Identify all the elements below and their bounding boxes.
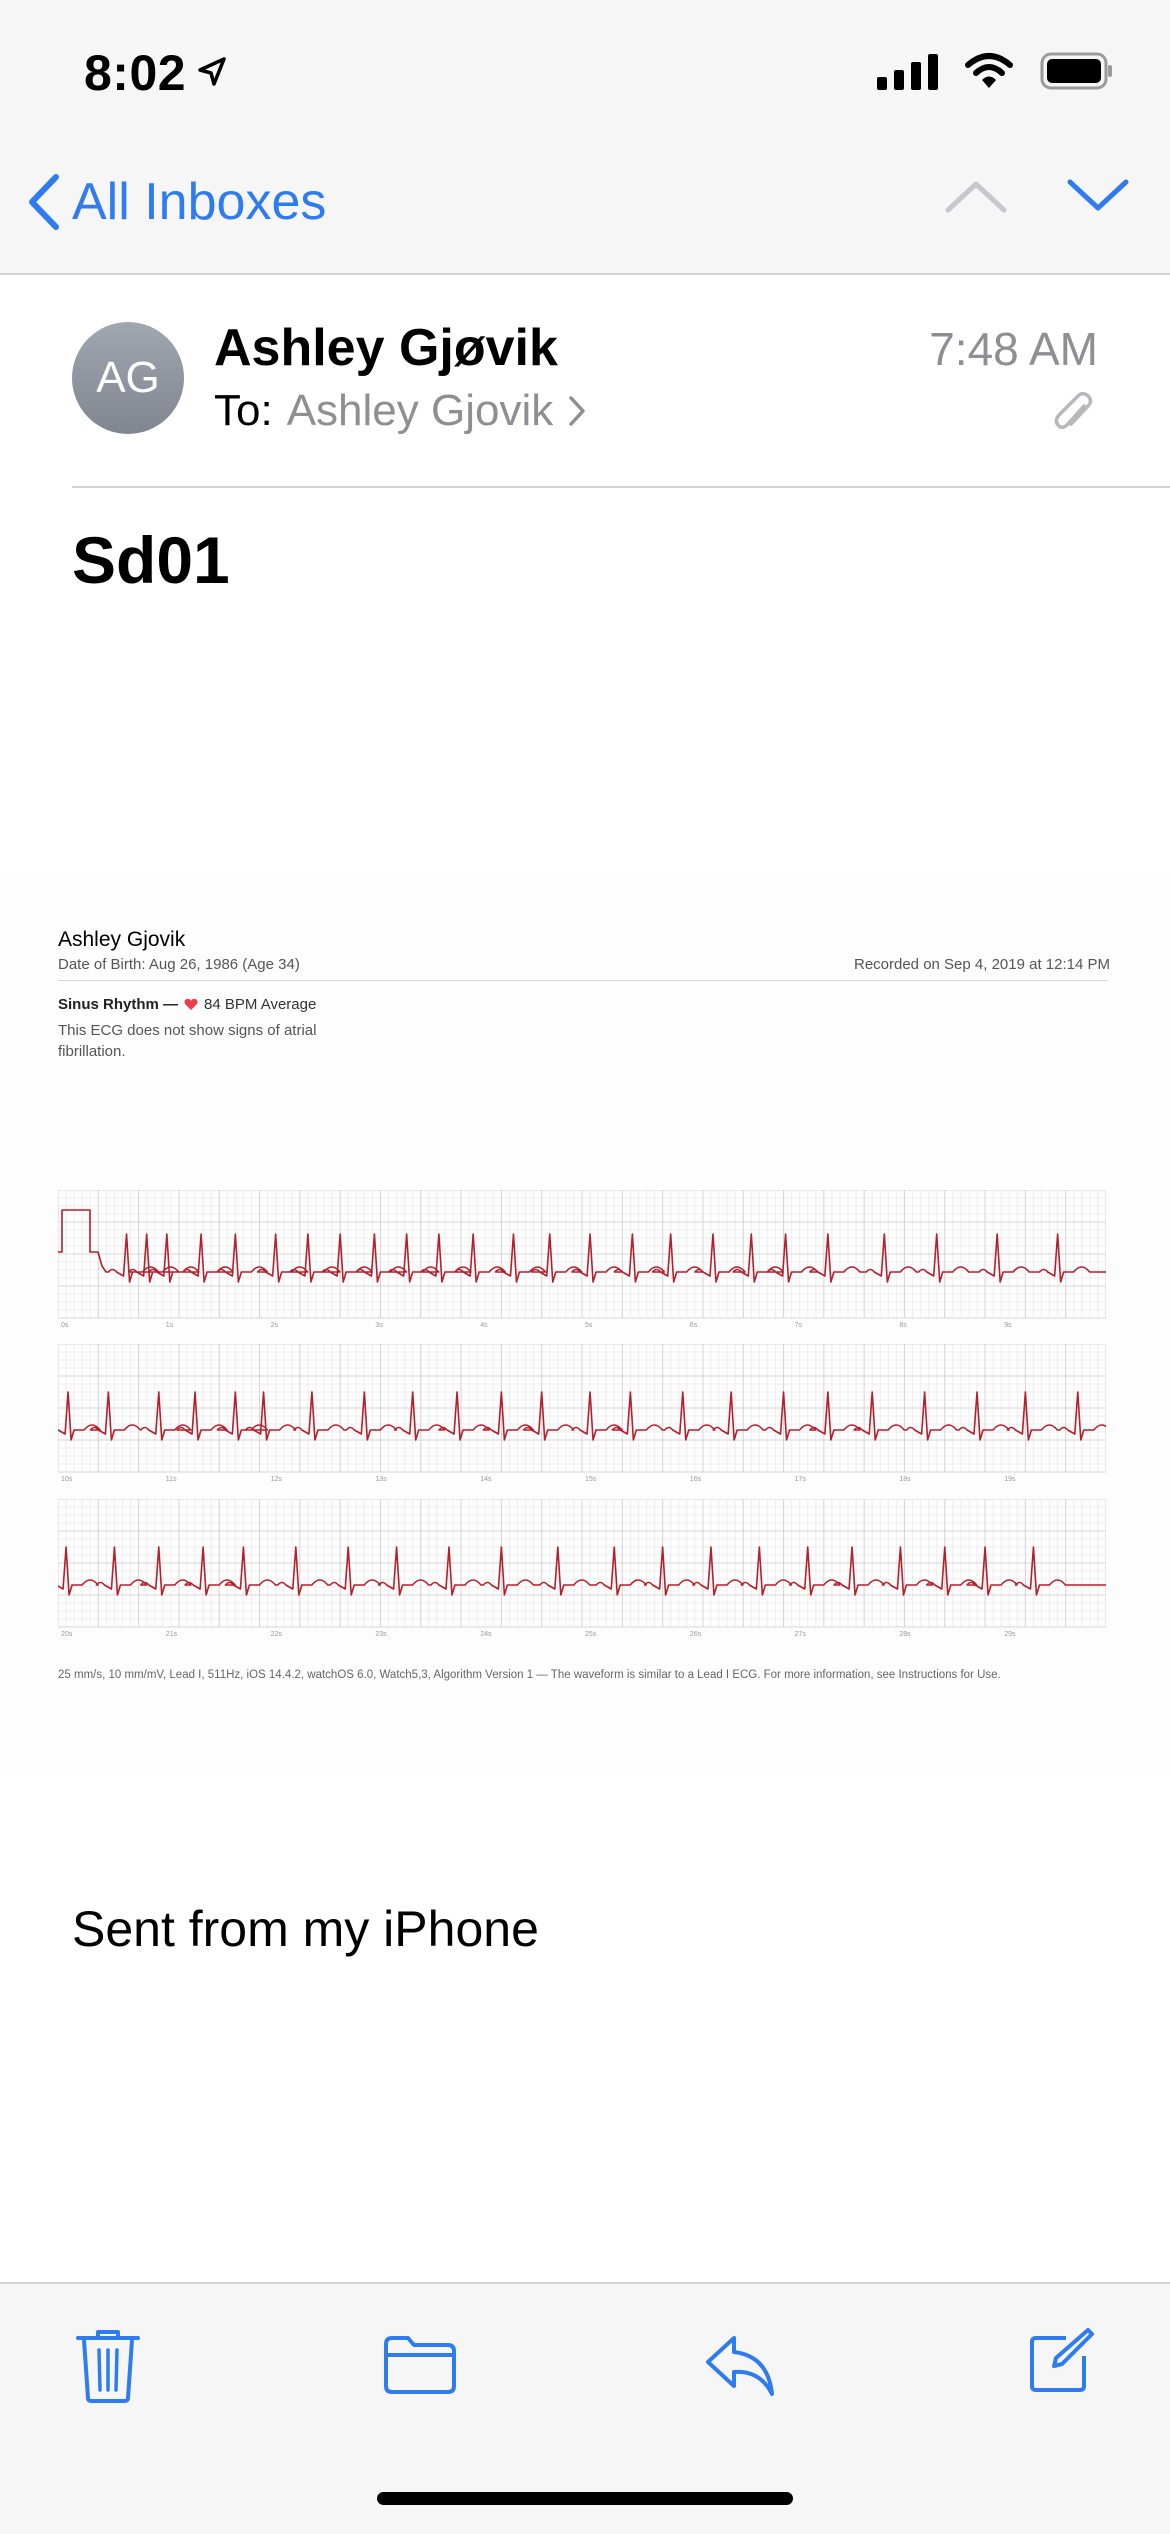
message-navigation xyxy=(944,178,1130,214)
ecg-time-label: 25s xyxy=(585,1631,597,1638)
paperclip-icon xyxy=(1054,392,1093,429)
ecg-time-label: 15s xyxy=(585,1476,597,1483)
compose-button[interactable] xyxy=(1026,2326,1096,2401)
avatar[interactable]: AG xyxy=(72,322,184,434)
ecg-divider xyxy=(58,980,1108,981)
ecg-bpm: 84 BPM Average xyxy=(204,996,317,1013)
ecg-description: This ECG does not show signs of atrial f… xyxy=(58,1022,317,1060)
ecg-time-label: 17s xyxy=(795,1476,807,1483)
compose-icon xyxy=(1030,2328,1094,2392)
sender-name[interactable]: Ashley Gjøvik xyxy=(214,319,558,377)
ecg-time-label: 14s xyxy=(480,1476,492,1483)
back-button[interactable]: All Inboxes xyxy=(26,172,326,232)
top-bar: 8:02 All Inboxes xyxy=(0,0,1170,275)
ecg-dob: Date of Birth: Aug 26, 1986 (Age 34) xyxy=(58,956,300,973)
ecg-trace xyxy=(58,1209,1106,1283)
message-time: 7:48 AM xyxy=(929,323,1098,375)
ecg-time-label: 7s xyxy=(795,1322,803,1329)
ecg-time-label: 6s xyxy=(690,1322,698,1329)
folder-icon xyxy=(384,2336,456,2394)
ecg-strip-1: 0s 1s 2s 3s 4s 5s 6s 7s 8s 9s xyxy=(58,1190,1106,1330)
recipient-line[interactable]: To: Ashley Gjovik xyxy=(214,386,587,436)
ecg-time-label: 22s xyxy=(271,1631,283,1638)
ecg-time-label: 8s xyxy=(899,1322,907,1329)
ecg-strip-graph: 20s 21s 22s 23s 24s 25s 26s 27s 28s 29s xyxy=(58,1499,1106,1638)
ecg-footnote: 25 mm/s, 10 mm/mV, Lead I, 511Hz, iOS 14… xyxy=(58,1669,1001,1681)
ecg-time-label: 10s xyxy=(61,1476,73,1483)
ecg-time-label: 20s xyxy=(61,1631,73,1638)
wifi-icon xyxy=(965,53,1013,88)
chevron-right-icon xyxy=(569,396,585,426)
status-icons xyxy=(877,52,1114,90)
ecg-time-label: 5s xyxy=(585,1322,593,1329)
ecg-strip-graph: 10s 11s 12s 13s 14s 15s 16s 17s 18s 19s xyxy=(58,1344,1106,1483)
to-label: To: xyxy=(214,386,273,435)
ecg-time-label: 11s xyxy=(166,1476,177,1483)
reply-icon xyxy=(706,2336,774,2396)
ecg-strip-2: 10s 11s 12s 13s 14s 15s 16s 17s 18s 19s xyxy=(58,1344,1106,1484)
ecg-grid-major xyxy=(58,1499,1106,1628)
email-signature: Sent from my iPhone xyxy=(72,1901,539,1957)
ecg-grid-major xyxy=(58,1344,1106,1473)
ecg-time-label: 26s xyxy=(690,1631,702,1638)
ecg-time-label: 4s xyxy=(480,1322,488,1329)
ecg-time-label: 9s xyxy=(1004,1322,1012,1329)
header-divider xyxy=(72,486,1170,488)
message-subject: Sd01 xyxy=(72,523,230,597)
cellular-signal-icon xyxy=(877,52,938,90)
ecg-time-label: 29s xyxy=(1004,1631,1016,1638)
back-label: All Inboxes xyxy=(72,173,327,231)
ecg-trace xyxy=(58,1546,1106,1596)
ecg-grid-major xyxy=(58,1190,1106,1319)
heart-icon xyxy=(184,998,198,1010)
ecg-time-label: 13s xyxy=(375,1476,387,1483)
ecg-time-label: 23s xyxy=(375,1631,387,1638)
next-message-chevron-down-icon[interactable] xyxy=(1066,178,1130,214)
location-arrow-icon xyxy=(198,57,226,86)
ecg-time-label: 27s xyxy=(795,1631,807,1638)
ecg-patient-name: Ashley Gjovik xyxy=(58,928,186,951)
status-time: 8:02 xyxy=(84,45,187,101)
ecg-time-label: 28s xyxy=(899,1631,911,1638)
trash-button[interactable] xyxy=(74,2328,142,2409)
ecg-trace xyxy=(58,1391,1106,1441)
ecg-attachment-preview[interactable]: Ashley Gjovik Date of Birth: Aug 26, 198… xyxy=(0,872,1170,1772)
ecg-time-label: 2s xyxy=(271,1322,279,1329)
ecg-time-label: 16s xyxy=(690,1476,702,1483)
ecg-strip-3: 20s 21s 22s 23s 24s 25s 26s 27s 28s 29s xyxy=(58,1499,1106,1639)
ecg-classification: Sinus Rhythm — 84 BPM Average xyxy=(58,996,316,1013)
ecg-time-label: 3s xyxy=(375,1322,383,1329)
battery-icon xyxy=(1040,52,1112,90)
message-header: AG Ashley Gjøvik To: Ashley Gjovik 7:48 … xyxy=(72,319,1098,442)
ecg-time-label: 21s xyxy=(166,1631,178,1638)
reply-button[interactable] xyxy=(704,2332,778,2403)
ecg-strip-graph: 0s 1s 2s 3s 4s 5s 6s 7s 8s 9s xyxy=(58,1190,1106,1329)
chevron-left-icon xyxy=(29,174,59,230)
move-to-folder-button[interactable] xyxy=(382,2334,458,2401)
ecg-classification-label: Sinus Rhythm — xyxy=(58,996,179,1013)
ecg-time-label: 0s xyxy=(61,1322,69,1329)
ecg-time-label: 12s xyxy=(271,1476,283,1483)
ecg-time-label: 18s xyxy=(899,1476,911,1483)
previous-message-chevron-up-icon[interactable] xyxy=(944,178,1008,214)
ecg-time-label: 19s xyxy=(1004,1476,1016,1483)
recipient-name: Ashley Gjovik xyxy=(286,386,554,435)
ecg-recorded-date: Recorded on Sep 4, 2019 at 12:14 PM xyxy=(853,956,1110,973)
trash-icon xyxy=(76,2330,140,2403)
home-indicator xyxy=(377,2492,793,2505)
ecg-time-label: 1s xyxy=(166,1322,174,1329)
ecg-time-label: 24s xyxy=(480,1631,492,1638)
